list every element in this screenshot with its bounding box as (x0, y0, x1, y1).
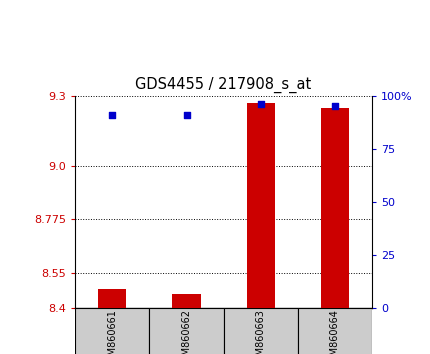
Bar (246, 103, 275, 308)
Bar (172, 294, 201, 308)
Bar (98, 289, 126, 308)
Bar (224, 308, 298, 354)
Point (332, 103, 338, 109)
Text: GSM860661: GSM860661 (108, 309, 117, 354)
Bar (321, 108, 349, 308)
Title: GDS4455 / 217908_s_at: GDS4455 / 217908_s_at (135, 76, 312, 93)
Text: GSM860662: GSM860662 (181, 309, 191, 354)
Text: GSM860663: GSM860663 (256, 309, 266, 354)
Point (257, 101, 264, 107)
Bar (298, 308, 372, 354)
Bar (75, 308, 150, 354)
Point (109, 112, 116, 118)
Point (183, 112, 190, 118)
Text: GSM860664: GSM860664 (330, 309, 340, 354)
Bar (150, 308, 224, 354)
